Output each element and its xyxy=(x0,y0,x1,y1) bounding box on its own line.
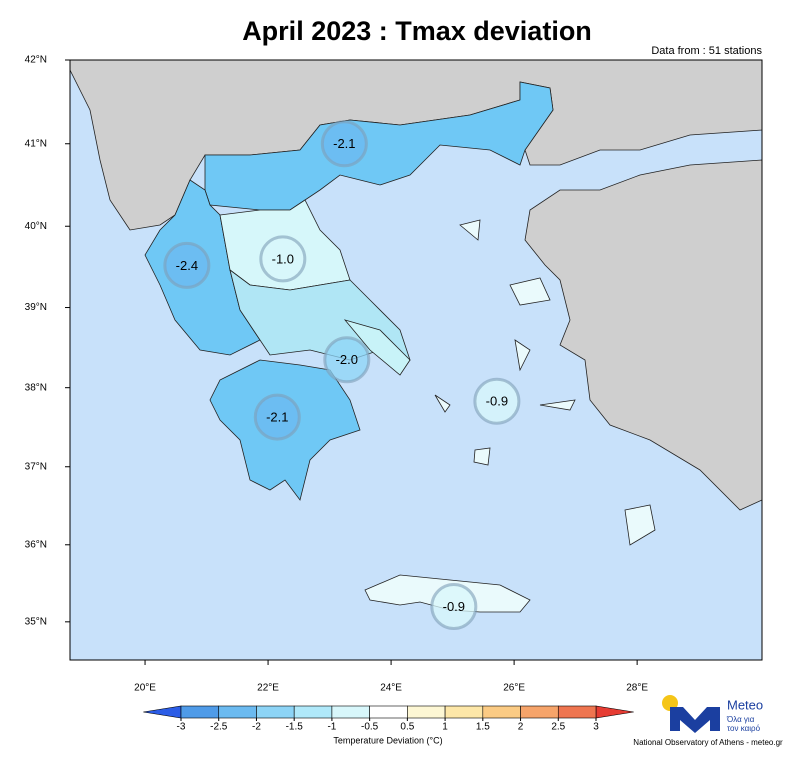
colorbar-tick-label: 2 xyxy=(518,722,524,733)
y-tick-label: 39°N xyxy=(25,302,47,313)
station-marker xyxy=(473,377,521,425)
station-marker xyxy=(253,393,301,441)
colorbar-tick-label: -1.5 xyxy=(286,722,304,733)
colorbar-segment xyxy=(331,705,370,719)
y-tick-label: 40°N xyxy=(25,221,47,232)
colorbar-tick-label: 3 xyxy=(593,722,599,733)
colorbar-arrow xyxy=(143,705,182,719)
colorbar-label: Temperature Deviation (°C) xyxy=(333,735,442,745)
logo-name: Meteo xyxy=(727,697,763,712)
colorbar-segment xyxy=(293,705,333,719)
colorbar-segment xyxy=(369,705,408,719)
station-marker xyxy=(259,235,307,283)
station-marker xyxy=(430,582,478,630)
colorbar-tick-label: 2.5 xyxy=(551,722,565,733)
lesvos xyxy=(509,277,551,306)
subtitle: Data from : 51 stations xyxy=(651,45,762,57)
colorbar-tick-label: -0.5 xyxy=(361,722,379,733)
chios xyxy=(514,339,531,372)
station-label: -2.1 xyxy=(333,136,355,151)
euboea xyxy=(343,319,411,376)
y-tick-label: 38°N xyxy=(25,382,47,393)
colorbar-segment xyxy=(218,705,257,719)
credit: National Observatory of Athens - meteo.g… xyxy=(633,738,783,747)
turkey xyxy=(524,159,763,511)
colorbar-tick-label: -3 xyxy=(177,722,186,733)
colorbar-tick-label: -2.5 xyxy=(210,722,228,733)
colorbar: -3 -2.5 -2 -1.5 -1 -0.5 0.5 1 1.5 2 2.5 3 xyxy=(143,705,634,733)
colorbar-segment xyxy=(407,705,446,719)
colorbar-tick-label: 0.5 xyxy=(400,722,414,733)
map-frame xyxy=(69,59,763,661)
logo-tagline: Όλα για xyxy=(726,715,755,724)
colorbar-tick-label: 1.5 xyxy=(476,722,490,733)
stations: -2.1 -2.4 -1.0 -2.0 -2.1 -0.9 -0.9 xyxy=(163,120,521,630)
x-tick-label: 28°E xyxy=(626,683,648,694)
logo: Meteo Όλα για τον καιρό National Observa… xyxy=(633,695,783,747)
station-label: -0.9 xyxy=(443,599,465,614)
y-tick-label: 42°N xyxy=(25,55,47,66)
map-ticks: 20°E 22°E 24°E 26°E 28°E 35°N 36°N 37°N 38°N 39°N… xyxy=(25,55,649,694)
x-tick-label: 26°E xyxy=(503,683,525,694)
colorbar-tick-label: -1 xyxy=(327,722,336,733)
x-tick-label: 22°E xyxy=(257,683,279,694)
lemnos xyxy=(459,219,481,241)
y-tick-label: 37°N xyxy=(25,461,47,472)
colorbar-tick-label: 1 xyxy=(442,722,448,733)
x-tick-label: 24°E xyxy=(380,683,402,694)
colorbar-segment xyxy=(482,705,521,719)
logo-mark xyxy=(670,707,720,733)
colorbar-segment xyxy=(557,705,597,719)
x-tick-label: 20°E xyxy=(134,683,156,694)
colorbar-segment xyxy=(180,705,220,719)
station-label: -0.9 xyxy=(486,394,508,409)
y-tick-label: 36°N xyxy=(25,539,47,550)
station-label: -1.0 xyxy=(272,251,294,266)
station-marker xyxy=(320,120,368,168)
station-label: -2.4 xyxy=(176,258,198,273)
colorbar-segment xyxy=(520,705,559,719)
colorbar-segment xyxy=(444,705,484,719)
colorbar-tick-label: -2 xyxy=(252,722,261,733)
title: April 2023 : Tmax deviation xyxy=(242,16,592,46)
naxos xyxy=(473,447,491,466)
station-marker xyxy=(323,336,371,384)
y-tick-label: 35°N xyxy=(25,616,47,627)
colorbar-arrow xyxy=(595,705,634,719)
colorbar-segment xyxy=(256,705,295,719)
andros xyxy=(434,394,451,413)
rhodes xyxy=(624,504,656,546)
station-label: -2.1 xyxy=(266,410,288,425)
y-tick-label: 41°N xyxy=(25,138,47,149)
samos xyxy=(539,399,576,411)
station-label: -2.0 xyxy=(336,352,358,367)
logo-tagline: τον καιρό xyxy=(727,724,761,733)
station-marker xyxy=(163,241,211,289)
